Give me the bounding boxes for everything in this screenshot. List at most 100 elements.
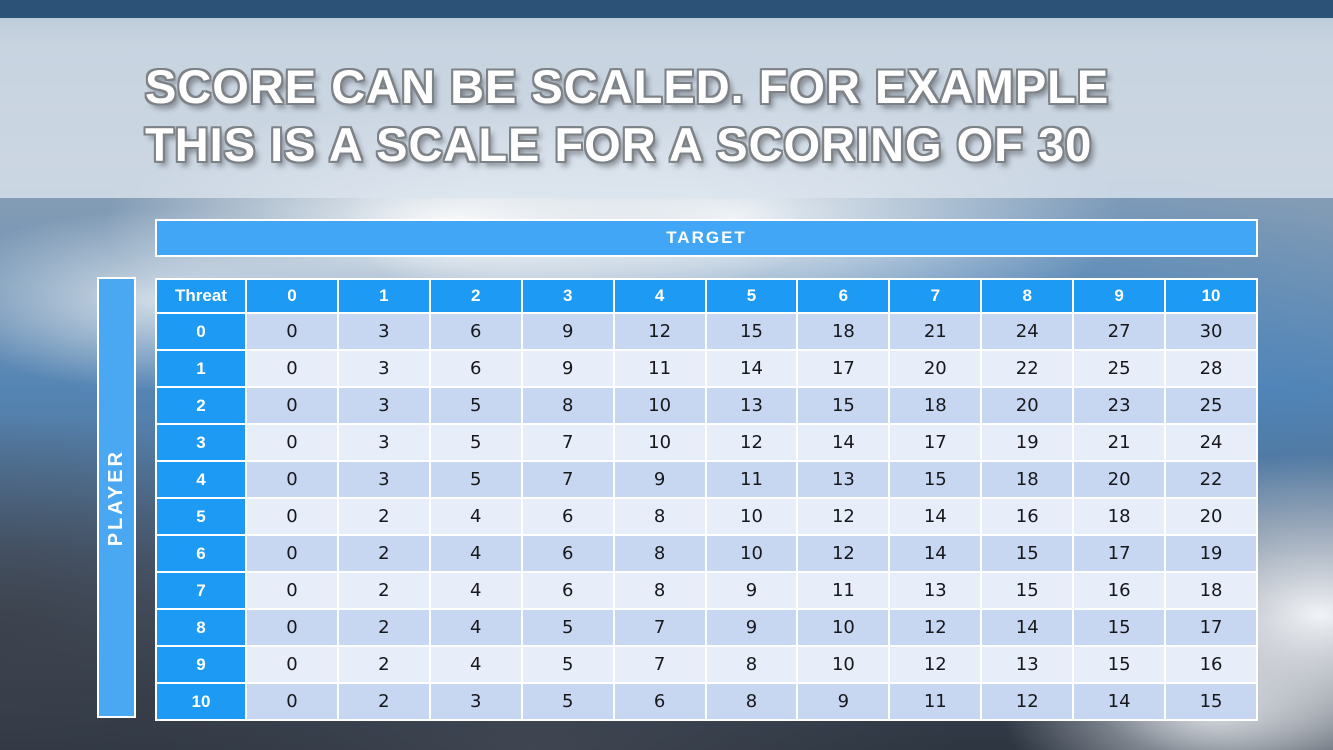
score-cell-r0-c5: 15: [704, 312, 799, 351]
score-cell-r5-c2: 4: [428, 497, 523, 536]
score-cell-r3-c3: 7: [520, 423, 615, 462]
col-header-8: 8: [980, 278, 1075, 314]
score-cell-r3-c1: 3: [336, 423, 431, 462]
score-cell-r0-c8: 24: [980, 312, 1075, 351]
table-row-0: 0 0 3 6 9 12 15 18 21 24 27 30: [155, 312, 1258, 351]
row-header-5: 5: [155, 497, 247, 536]
score-cell-r4-c7: 15: [888, 460, 983, 499]
score-cell-r6-c0: 0: [245, 534, 339, 573]
title-banner: SCORE CAN BE SCALED. FOR EXAMPLE THIS IS…: [0, 18, 1333, 198]
player-header-bar: PLAYER: [97, 277, 136, 718]
score-cell-r2-c6: 15: [796, 386, 891, 425]
col-header-7: 7: [888, 278, 983, 314]
score-cell-r0-c9: 27: [1072, 312, 1167, 351]
slide-title-line-2: THIS IS A SCALE FOR A SCORING OF 30: [145, 118, 1093, 171]
score-cell-r2-c9: 23: [1072, 386, 1167, 425]
col-header-6: 6: [796, 278, 891, 314]
score-cell-r10-c5: 8: [704, 682, 799, 721]
score-cell-r8-c1: 2: [336, 608, 431, 647]
col-header-0: 0: [245, 278, 339, 314]
table-row-7: 7 0 2 4 6 8 9 11 13 15 16 18: [155, 571, 1258, 610]
score-cell-r1-c8: 22: [980, 349, 1075, 388]
score-cell-r2-c7: 18: [888, 386, 983, 425]
row-header-8: 8: [155, 608, 247, 647]
score-table: Threat 0 1 2 3 4 5 6 7 8 9 10 0 0 3 6 9 12 15 18 21 24 27 30 1 0 3…: [155, 278, 1258, 721]
score-cell-r1-c6: 17: [796, 349, 891, 388]
score-cell-r1-c7: 20: [888, 349, 983, 388]
score-cell-r5-c7: 14: [888, 497, 983, 536]
table-row-10: 10 0 2 3 5 6 8 9 11 12 14 15: [155, 682, 1258, 721]
score-cell-r7-c3: 6: [520, 571, 615, 610]
score-cell-r7-c1: 2: [336, 571, 431, 610]
row-header-0: 0: [155, 312, 247, 351]
score-cell-r0-c0: 0: [245, 312, 339, 351]
table-row-6: 6 0 2 4 6 8 10 12 14 15 17 19: [155, 534, 1258, 573]
table-row-8: 8 0 2 4 5 7 9 10 12 14 15 17: [155, 608, 1258, 647]
score-cell-r9-c8: 13: [980, 645, 1075, 684]
score-cell-r6-c2: 4: [428, 534, 523, 573]
score-cell-r10-c7: 11: [888, 682, 983, 721]
row-header-10: 10: [155, 682, 247, 721]
score-cell-r10-c9: 14: [1072, 682, 1167, 721]
score-cell-r6-c3: 6: [520, 534, 615, 573]
score-cell-r4-c5: 11: [704, 460, 799, 499]
score-cell-r0-c7: 21: [888, 312, 983, 351]
col-header-9: 9: [1072, 278, 1167, 314]
table-row-1: 1 0 3 6 9 11 14 17 20 22 25 28: [155, 349, 1258, 388]
score-cell-r3-c5: 12: [704, 423, 799, 462]
score-cell-r8-c7: 12: [888, 608, 983, 647]
score-cell-r4-c2: 5: [428, 460, 523, 499]
score-cell-r9-c2: 4: [428, 645, 523, 684]
score-cell-r0-c4: 12: [612, 312, 707, 351]
score-cell-r9-c5: 8: [704, 645, 799, 684]
score-cell-r9-c9: 15: [1072, 645, 1167, 684]
score-cell-r9-c7: 12: [888, 645, 983, 684]
score-cell-r4-c10: 22: [1164, 460, 1258, 499]
score-cell-r9-c0: 0: [245, 645, 339, 684]
score-cell-r10-c4: 6: [612, 682, 707, 721]
score-cell-r3-c7: 17: [888, 423, 983, 462]
target-label: TARGET: [666, 228, 747, 247]
score-cell-r0-c2: 6: [428, 312, 523, 351]
score-cell-r8-c0: 0: [245, 608, 339, 647]
score-cell-r7-c6: 11: [796, 571, 891, 610]
score-cell-r8-c5: 9: [704, 608, 799, 647]
threat-corner-cell: Threat: [155, 278, 247, 314]
score-cell-r9-c3: 5: [520, 645, 615, 684]
row-header-6: 6: [155, 534, 247, 573]
table-row-4: 4 0 3 5 7 9 11 13 15 18 20 22: [155, 460, 1258, 499]
score-cell-r10-c1: 2: [336, 682, 431, 721]
score-cell-r8-c9: 15: [1072, 608, 1167, 647]
score-cell-r2-c10: 25: [1164, 386, 1258, 425]
score-cell-r2-c5: 13: [704, 386, 799, 425]
score-cell-r0-c1: 3: [336, 312, 431, 351]
row-header-2: 2: [155, 386, 247, 425]
col-header-1: 1: [336, 278, 431, 314]
score-cell-r5-c10: 20: [1164, 497, 1258, 536]
score-cell-r1-c4: 11: [612, 349, 707, 388]
table-header-row: Threat 0 1 2 3 4 5 6 7 8 9 10: [155, 278, 1258, 314]
score-cell-r1-c5: 14: [704, 349, 799, 388]
col-header-10: 10: [1164, 278, 1258, 314]
row-header-1: 1: [155, 349, 247, 388]
score-cell-r8-c3: 5: [520, 608, 615, 647]
score-cell-r6-c7: 14: [888, 534, 983, 573]
score-cell-r7-c10: 18: [1164, 571, 1258, 610]
score-cell-r7-c7: 13: [888, 571, 983, 610]
score-cell-r7-c5: 9: [704, 571, 799, 610]
score-cell-r6-c10: 19: [1164, 534, 1258, 573]
score-cell-r5-c9: 18: [1072, 497, 1167, 536]
score-cell-r2-c3: 8: [520, 386, 615, 425]
score-cell-r2-c0: 0: [245, 386, 339, 425]
score-cell-r4-c0: 0: [245, 460, 339, 499]
row-header-7: 7: [155, 571, 247, 610]
table-row-9: 9 0 2 4 5 7 8 10 12 13 15 16: [155, 645, 1258, 684]
score-cell-r5-c8: 16: [980, 497, 1075, 536]
score-cell-r8-c2: 4: [428, 608, 523, 647]
score-cell-r9-c1: 2: [336, 645, 431, 684]
score-cell-r7-c8: 15: [980, 571, 1075, 610]
score-cell-r9-c6: 10: [796, 645, 891, 684]
score-cell-r1-c3: 9: [520, 349, 615, 388]
score-cell-r10-c8: 12: [980, 682, 1075, 721]
score-cell-r6-c8: 15: [980, 534, 1075, 573]
